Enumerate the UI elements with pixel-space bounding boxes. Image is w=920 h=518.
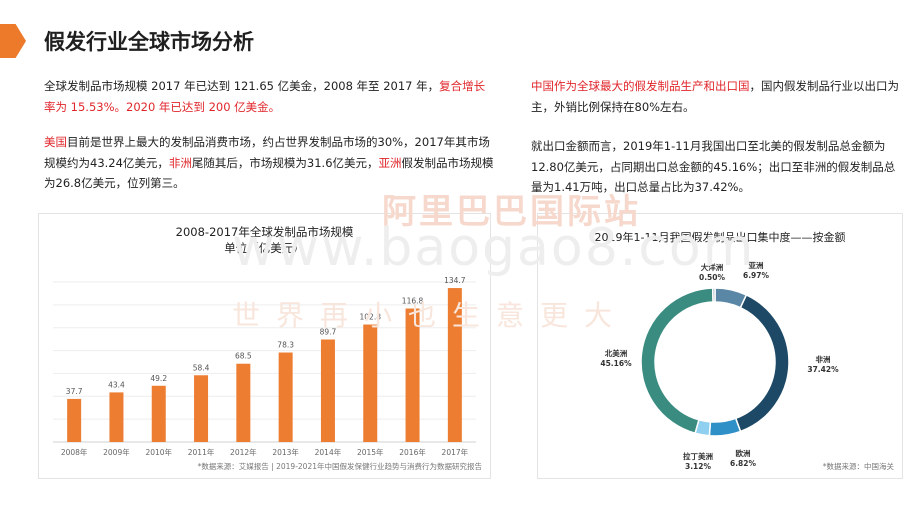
donut-chart-panel: 2019年1-11月我国假发制品出口集中度——按金额 亚洲 6.97% 非洲 37.4… [537, 213, 903, 479]
donut-chart-source: *数据来源：中国海关 [822, 462, 894, 471]
bar-value-label: 102.8 [360, 313, 382, 322]
page-title: 假发行业全球市场分析 [44, 30, 254, 54]
donut-label-name: 大洋洲 [701, 262, 724, 272]
bar-2010年 [151, 385, 166, 442]
bar-2017年 [447, 288, 462, 442]
left-p2-text-b: 目前是世界上最大的发制品消费市场，约占世界发制品市场的30%，2017年其市场规… [44, 135, 490, 170]
right-p1-highlight: 中国作为全球最大的假发制品生产和出口国 [531, 79, 750, 93]
bar-value-label: 37.7 [66, 387, 83, 396]
bar-category-label: 2014年 [315, 447, 342, 457]
bar-category-label: 2009年 [103, 447, 130, 457]
bar-2012年 [236, 363, 251, 442]
title-accent-bar [0, 24, 26, 58]
bar-category-label: 2013年 [272, 447, 299, 457]
donut-label-value: 3.12% [685, 462, 712, 471]
right-paragraph-2: 就出口金额而言，2019年1-11月我国出口至北美的假发制品总金额为12.80亿… [531, 139, 896, 194]
donut-label-value: 6.82% [730, 459, 757, 468]
bar-2015年 [363, 324, 378, 442]
left-paragraph-1: 全球发制品市场规模 2017 年已达到 121.65 亿美金，2008 年至 2… [44, 76, 494, 117]
left-p1-text-a: 全球发制品市场规模 2017 年已达到 121.65 亿美金，2008 年至 2… [44, 79, 440, 93]
left-p2-text-d: 尾随其后，市场规模为31.6亿美元， [191, 155, 379, 170]
left-p1-highlight: 复合增长率 [44, 79, 486, 114]
bar-value-label: 78.3 [277, 341, 294, 350]
donut-label-value: 0.50% [699, 273, 726, 282]
donut-label-name: 非洲 [816, 354, 831, 364]
bar-category-label: 2016年 [399, 447, 426, 457]
left-p2-text-f: 假发制品市场规模为26.8亿美元，位列第三。 [44, 155, 494, 191]
bar-category-label: 2017年 [442, 447, 469, 457]
bar-2016年 [405, 308, 420, 442]
bar-chart-title: 2008-2017年全球发制品市场规模 [175, 225, 354, 239]
left-paragraph-2: 美国目前是世界上最大的发制品消费市场，约占世界发制品市场的30%，2017年其市… [44, 132, 494, 194]
bar-value-label: 58.4 [193, 363, 210, 372]
bar-value-label: 89.7 [320, 327, 337, 336]
donut-label-value: 37.42% [807, 365, 839, 374]
bar-chart-panel: 2008-2017年全球发制品市场规模 单位（亿美元） 37.7 2008年 43.… [38, 213, 491, 479]
donut-slice-大洋洲 [711, 287, 716, 303]
bar-chart-source: *数据来源：艾媒报告 | 2019-2021年中国假发保健行业趋势与消费行为数据… [197, 462, 482, 471]
bar-value-label: 68.5 [235, 352, 252, 361]
donut-slice-北美洲 [640, 287, 714, 435]
bar-2011年 [194, 375, 209, 442]
donut-label-value: 6.97% [743, 271, 770, 280]
bar-chart: 37.7 2008年 43.4 2009年 49.2 2010年 58.4 2011年 68.5… [53, 276, 476, 457]
donut-chart-title: 2019年1-11月我国假发制品出口集中度——按金额 [594, 231, 846, 244]
right-p1-text-b: ，国内假发制品行业以出口为主，外销比例保持在80%左右。 [531, 79, 899, 114]
bar-value-label: 116.8 [402, 297, 424, 306]
bar-value-label: 134.7 [444, 276, 466, 285]
bar-2013年 [278, 352, 293, 442]
bar-2008年 [67, 398, 82, 442]
left-p2-africa: 非洲 [168, 155, 192, 170]
bar-value-label: 43.4 [108, 380, 125, 389]
left-p1-text-c: 为 15.53%。2020 年已达到 200 亿美金。 [55, 99, 281, 114]
bar-category-label: 2015年 [357, 447, 384, 457]
donut-label-name: 亚洲 [749, 261, 764, 270]
donut-slice-欧洲 [708, 417, 742, 437]
donut-label-name: 北美洲 [605, 348, 628, 358]
bar-2014年 [320, 339, 335, 442]
donut-label-value: 45.16% [600, 359, 632, 368]
bar-chart-subtitle: 单位（亿美元） [224, 241, 305, 255]
donut-label-name: 欧洲 [736, 448, 751, 458]
bar-category-label: 2008年 [61, 447, 88, 457]
bar-2009年 [109, 392, 124, 442]
donut-slice-非洲 [734, 293, 790, 433]
left-p2-asia: 亚洲 [378, 155, 402, 170]
left-p2-usa: 美国 [44, 135, 67, 149]
bar-category-label: 2010年 [145, 447, 172, 457]
bar-category-label: 2012年 [230, 447, 257, 457]
bar-value-label: 49.2 [150, 374, 167, 383]
bar-category-label: 2011年 [188, 447, 215, 457]
right-paragraph-1: 中国作为全球最大的假发制品生产和出口国，国内假发制品行业以出口为主，外销比例保持… [531, 76, 901, 117]
donut-label-name: 拉丁美洲 [683, 451, 713, 461]
